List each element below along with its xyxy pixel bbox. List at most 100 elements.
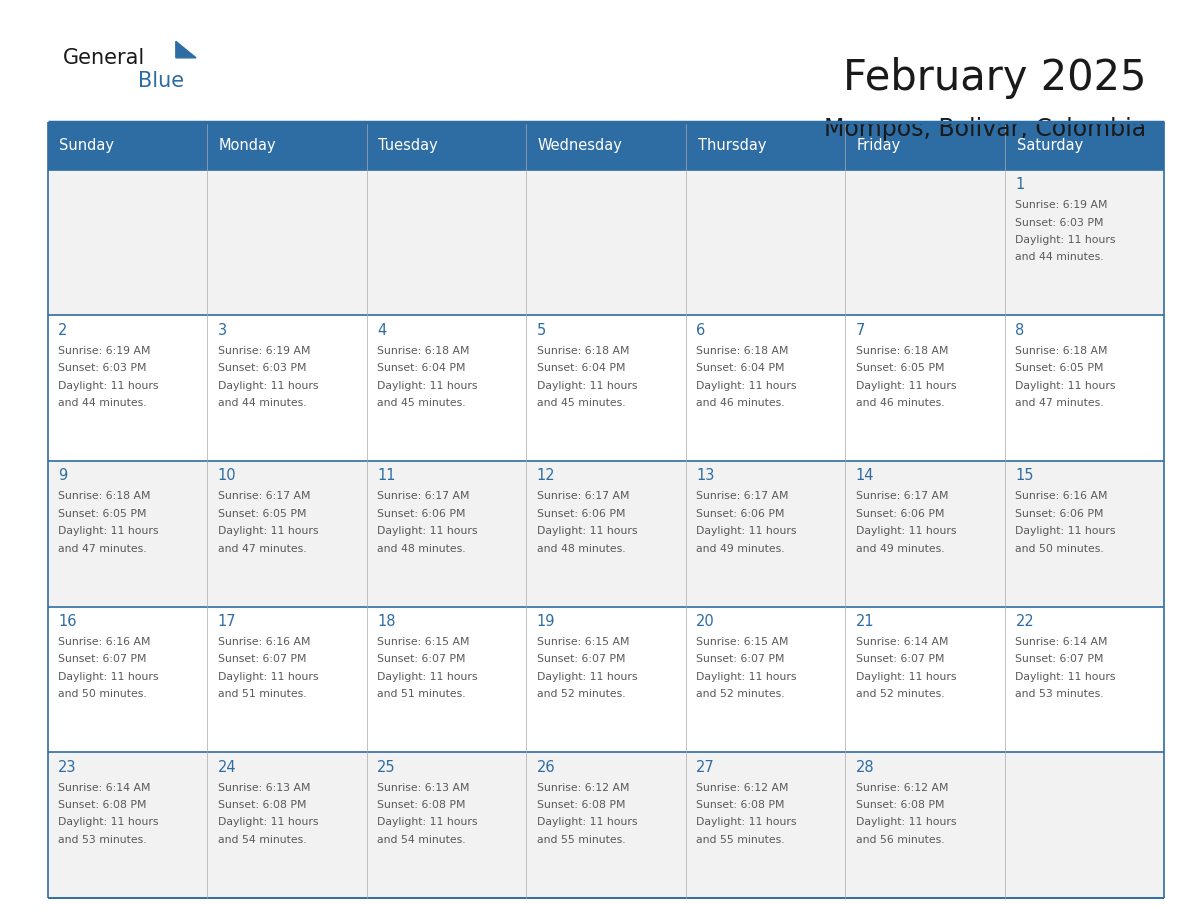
Bar — [845, 752, 1005, 898]
Text: Sunset: 6:03 PM: Sunset: 6:03 PM — [217, 364, 307, 373]
Text: Sunset: 6:08 PM: Sunset: 6:08 PM — [537, 800, 625, 810]
Bar — [48, 122, 1164, 170]
Text: Blue: Blue — [138, 71, 184, 91]
Text: 24: 24 — [217, 759, 236, 775]
Text: Daylight: 11 hours: Daylight: 11 hours — [537, 526, 637, 536]
Text: 14: 14 — [855, 468, 874, 484]
Text: Daylight: 11 hours: Daylight: 11 hours — [696, 526, 797, 536]
Text: 1: 1 — [1016, 177, 1025, 192]
Bar — [207, 316, 367, 461]
Bar — [1005, 607, 1164, 752]
Text: 26: 26 — [537, 759, 556, 775]
Text: and 47 minutes.: and 47 minutes. — [217, 543, 307, 554]
Text: Tuesday: Tuesday — [379, 139, 438, 153]
Text: Daylight: 11 hours: Daylight: 11 hours — [217, 526, 318, 536]
Text: and 44 minutes.: and 44 minutes. — [217, 398, 307, 408]
Text: 27: 27 — [696, 759, 715, 775]
Text: and 52 minutes.: and 52 minutes. — [855, 689, 944, 700]
Text: 28: 28 — [855, 759, 874, 775]
Text: and 55 minutes.: and 55 minutes. — [537, 834, 625, 845]
Bar — [367, 607, 526, 752]
Text: 19: 19 — [537, 614, 555, 629]
Text: Sunrise: 6:17 AM: Sunrise: 6:17 AM — [696, 491, 789, 501]
Bar — [526, 607, 685, 752]
Text: Sunrise: 6:18 AM: Sunrise: 6:18 AM — [58, 491, 151, 501]
Bar — [367, 752, 526, 898]
Text: 4: 4 — [378, 323, 386, 338]
Text: and 55 minutes.: and 55 minutes. — [696, 834, 785, 845]
Text: Daylight: 11 hours: Daylight: 11 hours — [1016, 672, 1116, 682]
Text: Sunset: 6:06 PM: Sunset: 6:06 PM — [378, 509, 466, 519]
Bar — [526, 170, 685, 316]
Text: Daylight: 11 hours: Daylight: 11 hours — [378, 672, 478, 682]
Text: Sunset: 6:07 PM: Sunset: 6:07 PM — [378, 655, 466, 665]
Text: and 54 minutes.: and 54 minutes. — [217, 834, 307, 845]
Text: Sunset: 6:07 PM: Sunset: 6:07 PM — [1016, 655, 1104, 665]
Text: and 46 minutes.: and 46 minutes. — [855, 398, 944, 408]
Bar — [1005, 461, 1164, 607]
Text: Daylight: 11 hours: Daylight: 11 hours — [855, 672, 956, 682]
Text: Sunrise: 6:14 AM: Sunrise: 6:14 AM — [855, 637, 948, 647]
Text: and 47 minutes.: and 47 minutes. — [1016, 398, 1104, 408]
Text: Daylight: 11 hours: Daylight: 11 hours — [696, 672, 797, 682]
Text: Sunrise: 6:18 AM: Sunrise: 6:18 AM — [378, 346, 469, 355]
Text: Daylight: 11 hours: Daylight: 11 hours — [378, 526, 478, 536]
Text: and 48 minutes.: and 48 minutes. — [378, 543, 466, 554]
Text: 13: 13 — [696, 468, 715, 484]
Text: Sunset: 6:07 PM: Sunset: 6:07 PM — [855, 655, 944, 665]
Text: Sunrise: 6:16 AM: Sunrise: 6:16 AM — [1016, 491, 1108, 501]
Text: 12: 12 — [537, 468, 556, 484]
Text: Sunset: 6:06 PM: Sunset: 6:06 PM — [537, 509, 625, 519]
Bar — [685, 607, 845, 752]
Text: Sunset: 6:06 PM: Sunset: 6:06 PM — [696, 509, 785, 519]
Text: Sunset: 6:07 PM: Sunset: 6:07 PM — [537, 655, 625, 665]
Text: and 49 minutes.: and 49 minutes. — [855, 543, 944, 554]
Text: Sunrise: 6:19 AM: Sunrise: 6:19 AM — [1016, 200, 1108, 210]
Text: Sunset: 6:08 PM: Sunset: 6:08 PM — [378, 800, 466, 810]
Text: Sunrise: 6:13 AM: Sunrise: 6:13 AM — [378, 782, 469, 792]
Text: and 47 minutes.: and 47 minutes. — [58, 543, 147, 554]
Text: Sunrise: 6:17 AM: Sunrise: 6:17 AM — [217, 491, 310, 501]
Text: and 44 minutes.: and 44 minutes. — [1016, 252, 1104, 263]
Text: Sunset: 6:03 PM: Sunset: 6:03 PM — [1016, 218, 1104, 228]
Text: Sunrise: 6:12 AM: Sunrise: 6:12 AM — [537, 782, 630, 792]
Text: Sunrise: 6:18 AM: Sunrise: 6:18 AM — [696, 346, 789, 355]
Text: Sunrise: 6:17 AM: Sunrise: 6:17 AM — [378, 491, 469, 501]
Text: and 48 minutes.: and 48 minutes. — [537, 543, 625, 554]
Bar — [48, 316, 207, 461]
Text: 8: 8 — [1016, 323, 1025, 338]
Text: Sunset: 6:06 PM: Sunset: 6:06 PM — [855, 509, 944, 519]
Bar — [48, 461, 207, 607]
Text: Sunset: 6:05 PM: Sunset: 6:05 PM — [58, 509, 146, 519]
Text: Sunrise: 6:12 AM: Sunrise: 6:12 AM — [696, 782, 789, 792]
Text: Sunset: 6:08 PM: Sunset: 6:08 PM — [696, 800, 785, 810]
Bar — [367, 461, 526, 607]
Text: Sunrise: 6:16 AM: Sunrise: 6:16 AM — [217, 637, 310, 647]
Text: and 54 minutes.: and 54 minutes. — [378, 834, 466, 845]
Text: and 52 minutes.: and 52 minutes. — [537, 689, 625, 700]
Text: Daylight: 11 hours: Daylight: 11 hours — [537, 817, 637, 827]
Text: Sunrise: 6:19 AM: Sunrise: 6:19 AM — [58, 346, 151, 355]
Text: Monday: Monday — [219, 139, 277, 153]
Text: Daylight: 11 hours: Daylight: 11 hours — [58, 817, 159, 827]
Text: and 56 minutes.: and 56 minutes. — [855, 834, 944, 845]
Bar — [845, 461, 1005, 607]
Text: Sunrise: 6:14 AM: Sunrise: 6:14 AM — [1016, 637, 1108, 647]
Text: 23: 23 — [58, 759, 77, 775]
Text: and 45 minutes.: and 45 minutes. — [537, 398, 625, 408]
Text: 18: 18 — [378, 614, 396, 629]
Text: Thursday: Thursday — [697, 139, 766, 153]
Text: Sunrise: 6:18 AM: Sunrise: 6:18 AM — [1016, 346, 1108, 355]
Bar — [685, 170, 845, 316]
Text: Wednesday: Wednesday — [538, 139, 623, 153]
Text: Daylight: 11 hours: Daylight: 11 hours — [855, 381, 956, 390]
Text: Daylight: 11 hours: Daylight: 11 hours — [537, 672, 637, 682]
Text: and 44 minutes.: and 44 minutes. — [58, 398, 147, 408]
Text: Sunrise: 6:17 AM: Sunrise: 6:17 AM — [537, 491, 630, 501]
Text: Daylight: 11 hours: Daylight: 11 hours — [217, 672, 318, 682]
Text: 15: 15 — [1016, 468, 1034, 484]
Text: Sunrise: 6:17 AM: Sunrise: 6:17 AM — [855, 491, 948, 501]
Bar — [685, 461, 845, 607]
Bar — [207, 461, 367, 607]
Bar — [367, 170, 526, 316]
